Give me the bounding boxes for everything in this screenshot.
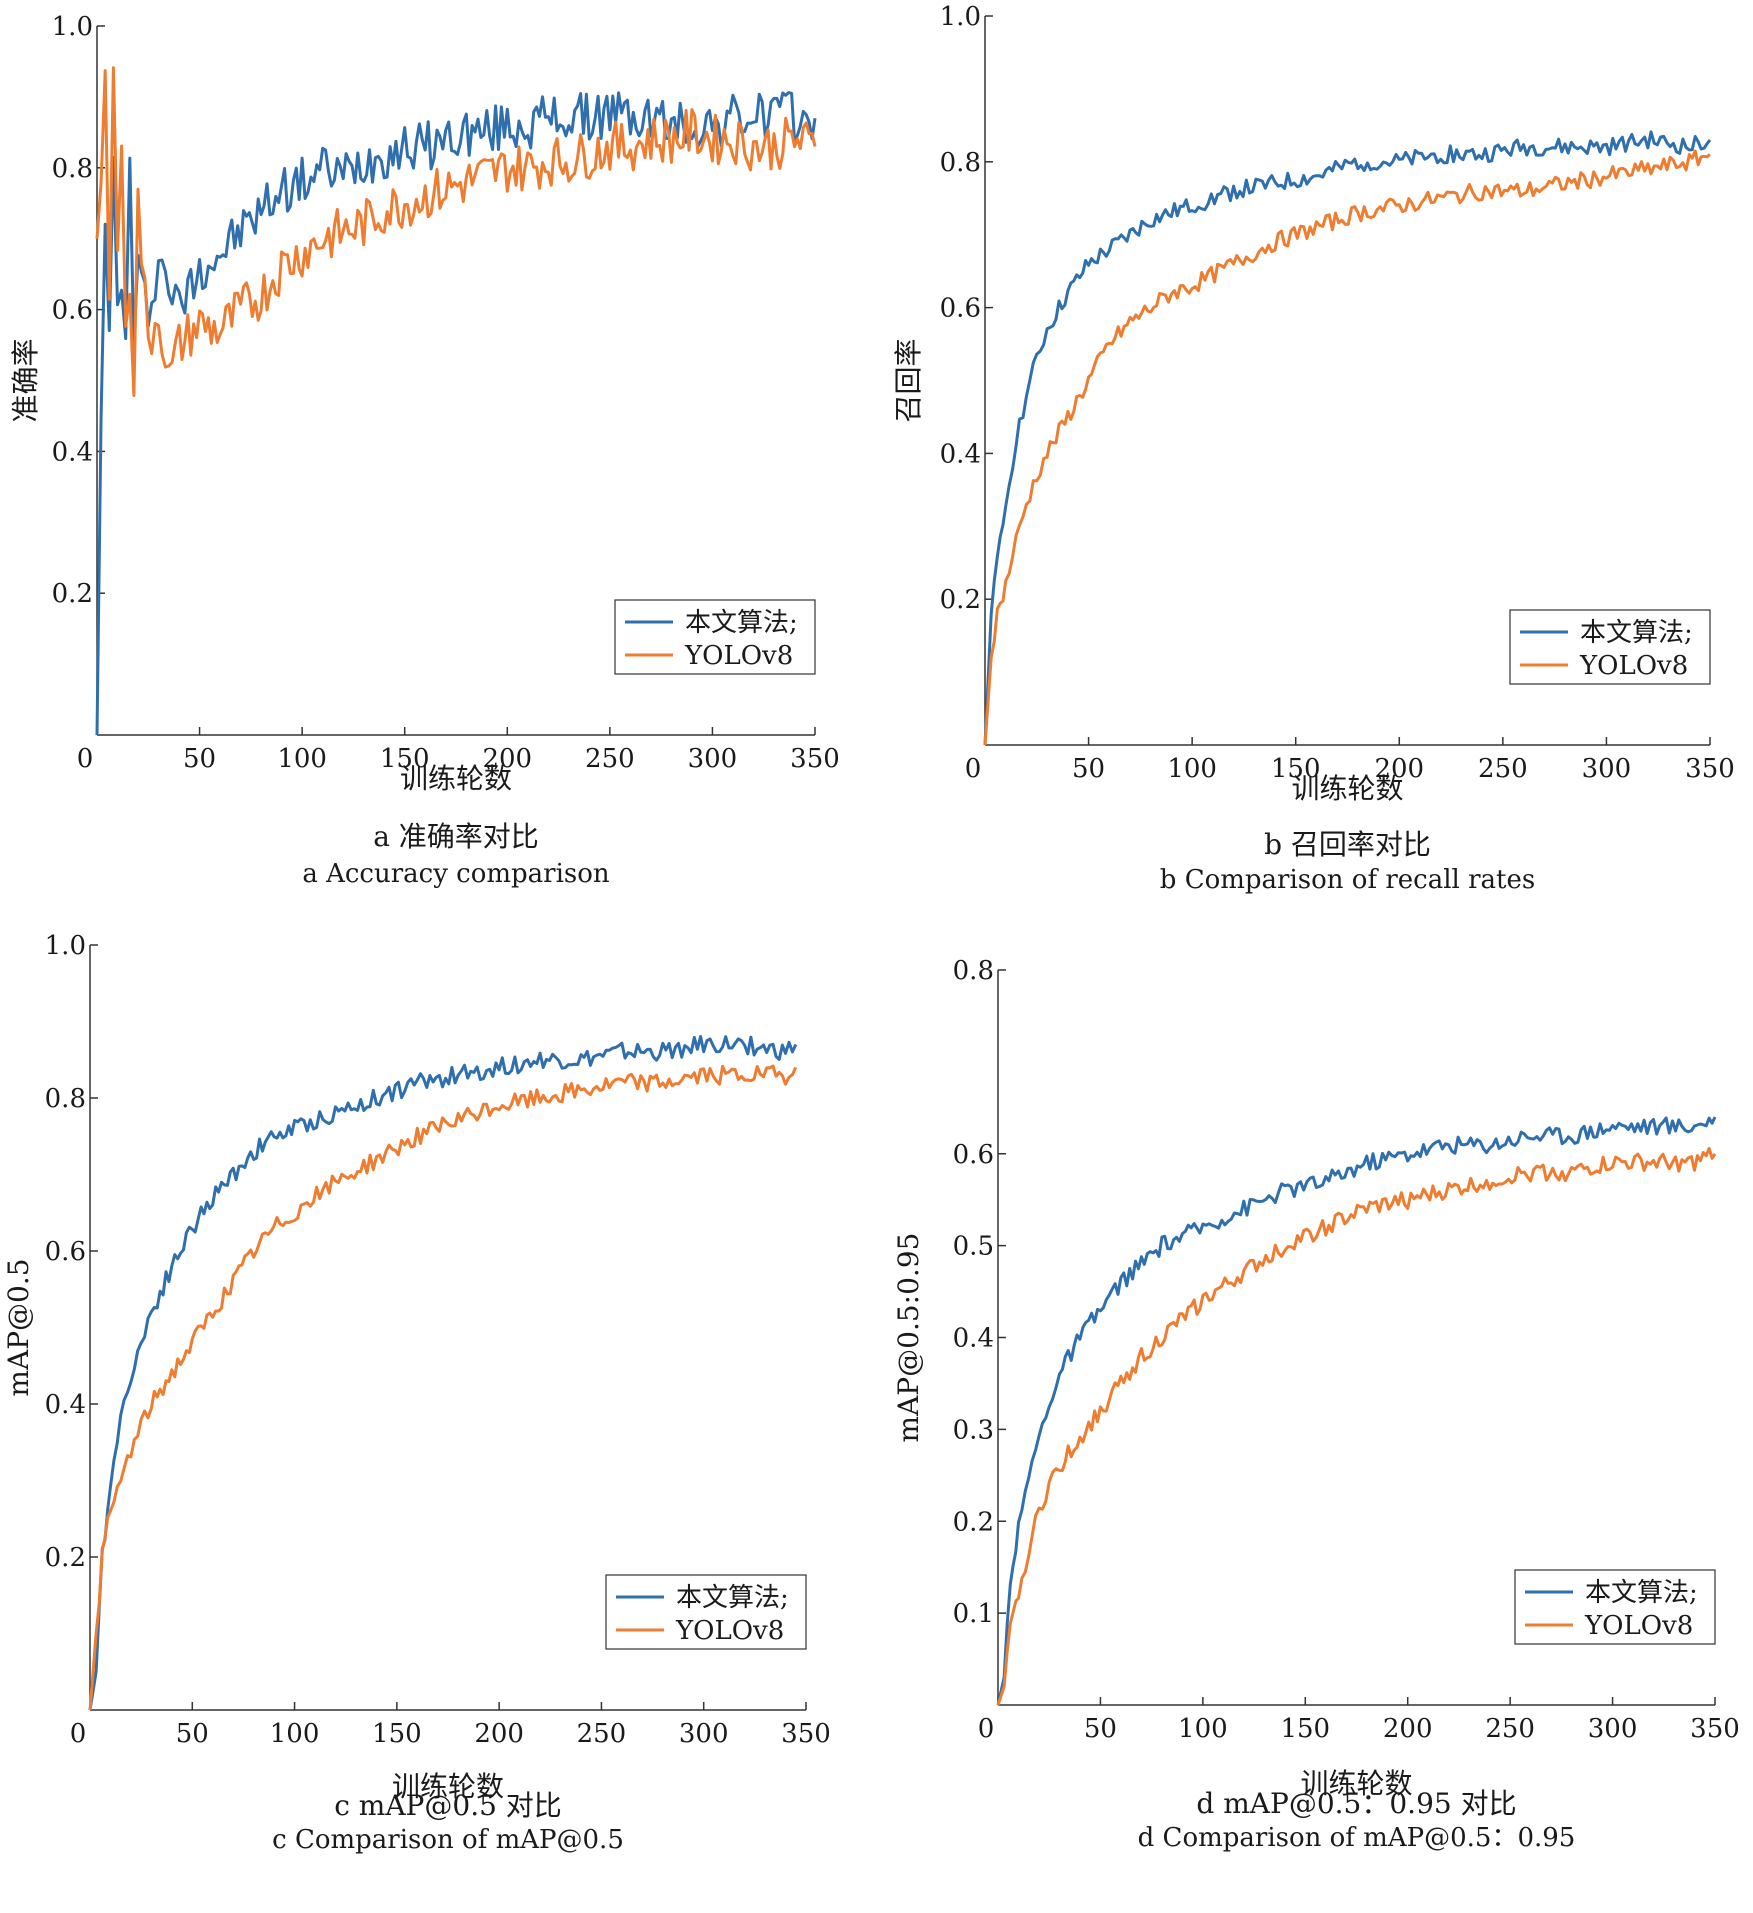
y-tick-label: 0.8 [940, 148, 981, 178]
y-tick-label: 0.8 [45, 1084, 86, 1114]
y-tick-label: 0.6 [45, 1237, 86, 1267]
x-tick-label: 0 [965, 754, 982, 784]
x-tick-label: 350 [1685, 754, 1735, 784]
x-tick-label: 350 [1690, 1714, 1740, 1744]
series-line-yolov8 [983, 149, 1711, 746]
legend-entry: YOLOv8 [675, 1616, 784, 1646]
legend-entry: 本文算法; [1580, 618, 1693, 648]
legend: 本文算法;YOLOv8 [1509, 609, 1711, 685]
y-tick-label: 0.8 [52, 154, 93, 184]
legend-entry: 本文算法; [685, 608, 798, 638]
x-tick-label: 150 [1271, 754, 1321, 784]
series-line-yolov8 [88, 1064, 798, 1711]
caption-cn: d mAP@0.5：0.95 对比 [1196, 1787, 1516, 1820]
y-tick-label: 1.0 [940, 2, 981, 32]
x-tick-label: 50 [1072, 754, 1105, 784]
caption-en: a Accuracy comparison [302, 859, 610, 889]
y-tick-label: 0.5 [953, 1232, 994, 1262]
x-tick-label: 150 [372, 1719, 422, 1749]
legend: 本文算法;YOLOv8 [1514, 1569, 1716, 1645]
x-tick-label: 250 [1485, 1714, 1535, 1744]
legend: 本文算法;YOLOv8 [605, 1574, 807, 1650]
y-tick-label: 0.6 [52, 296, 93, 326]
chart-panel-a: 0 50 100 150 200 250 300 350 0.2 0.4 0.6 0.8 1.0 准确率训… [9, 12, 840, 889]
series-line-ours [983, 130, 1712, 746]
caption-en: b Comparison of recall rates [1160, 865, 1535, 895]
legend: 本文算法;YOLOv8 [614, 599, 816, 675]
series-line-yolov8 [95, 66, 817, 397]
caption-en: d Comparison of mAP@0.5：0.95 [1138, 1823, 1576, 1853]
y-tick-label: 0.6 [953, 1140, 994, 1170]
legend-frame [1514, 1569, 1716, 1645]
y-tick-label: 0.8 [953, 956, 994, 986]
series-line-ours [996, 1116, 1717, 1706]
chart-panel-b: 0 50 100 150 200 250 300 350 0.2 0.4 0.6 0.8 1.0 召回率训… [892, 2, 1735, 895]
x-tick-label: 200 [482, 744, 532, 774]
caption-cn: c mAP@0.5 对比 [334, 1789, 562, 1822]
legend-frame [614, 599, 816, 675]
legend-entry: 本文算法; [1585, 1578, 1698, 1608]
x-tick-label: 350 [781, 1719, 831, 1749]
y-tick-label: 1.0 [45, 931, 86, 961]
x-tick-label: 100 [277, 744, 327, 774]
x-tick-label: 300 [1588, 1714, 1638, 1744]
caption-cn: a 准确率对比 [373, 820, 539, 853]
x-axis-label: 训练轮数 [1300, 1767, 1412, 1800]
y-tick-label: 0.6 [940, 294, 981, 324]
y-tick-label: 0.2 [45, 1543, 86, 1573]
x-tick-label: 50 [1084, 1714, 1117, 1744]
y-axis-label: 召回率 [892, 338, 925, 422]
x-axis-label: 训练轮数 [1291, 772, 1403, 805]
x-tick-label: 50 [176, 1719, 209, 1749]
y-tick-label: 0.3 [953, 1415, 994, 1445]
x-tick-label: 50 [183, 744, 216, 774]
chart-panel-c: 0 50 100 150 200 250 300 350 0.2 0.4 0.6 0.8 1.0 mAP@… [2, 931, 831, 1855]
legend-frame [605, 1574, 807, 1650]
x-tick-label: 350 [790, 744, 840, 774]
y-axis-label: mAP@0.5:0.95 [892, 1233, 925, 1443]
x-tick-label: 0 [70, 1719, 87, 1749]
y-tick-label: 0.4 [940, 439, 981, 469]
series-line-ours [88, 1035, 798, 1711]
caption-en: c Comparison of mAP@0.5 [272, 1825, 624, 1855]
legend-entry: YOLOv8 [1584, 1611, 1693, 1641]
x-tick-label: 100 [270, 1719, 320, 1749]
x-tick-label: 200 [1383, 1714, 1433, 1744]
legend-frame [1509, 609, 1711, 685]
x-tick-label: 250 [585, 744, 635, 774]
x-axis-label: 训练轮数 [392, 1770, 504, 1803]
x-tick-label: 0 [978, 1714, 995, 1744]
x-tick-label: 0 [77, 744, 94, 774]
x-tick-label: 100 [1178, 1714, 1228, 1744]
series-line-yolov8 [996, 1146, 1717, 1706]
y-tick-label: 0.2 [953, 1507, 994, 1537]
x-tick-label: 300 [1582, 754, 1632, 784]
x-tick-label: 300 [688, 744, 738, 774]
legend-entry: YOLOv8 [684, 641, 793, 671]
x-tick-label: 150 [380, 744, 430, 774]
y-axis-label: mAP@0.5 [2, 1258, 35, 1396]
x-tick-label: 200 [1374, 754, 1424, 784]
x-tick-label: 200 [474, 1719, 524, 1749]
x-tick-label: 150 [1280, 1714, 1330, 1744]
y-tick-label: 0.4 [52, 437, 93, 467]
x-tick-label: 300 [679, 1719, 729, 1749]
x-tick-label: 100 [1167, 754, 1217, 784]
chart-panel-d: 0 50 100 150 200 250 300 350 0.1 0.2 0.3 0.4 0.5 0.6 0… [892, 956, 1740, 1853]
y-tick-label: 0.2 [940, 585, 981, 615]
x-tick-label: 250 [577, 1719, 627, 1749]
x-tick-label: 250 [1478, 754, 1528, 784]
legend-entry: 本文算法; [676, 1583, 789, 1613]
y-tick-label: 0.1 [953, 1599, 994, 1629]
y-axis-label: 准确率 [9, 338, 42, 422]
y-tick-label: 0.4 [953, 1324, 994, 1354]
y-tick-label: 0.4 [45, 1390, 86, 1420]
legend-entry: YOLOv8 [1579, 651, 1688, 681]
y-tick-label: 0.2 [52, 579, 93, 609]
x-axis-label: 训练轮数 [400, 762, 512, 795]
caption-cn: b 召回率对比 [1264, 828, 1431, 861]
y-tick-label: 1.0 [52, 12, 93, 42]
